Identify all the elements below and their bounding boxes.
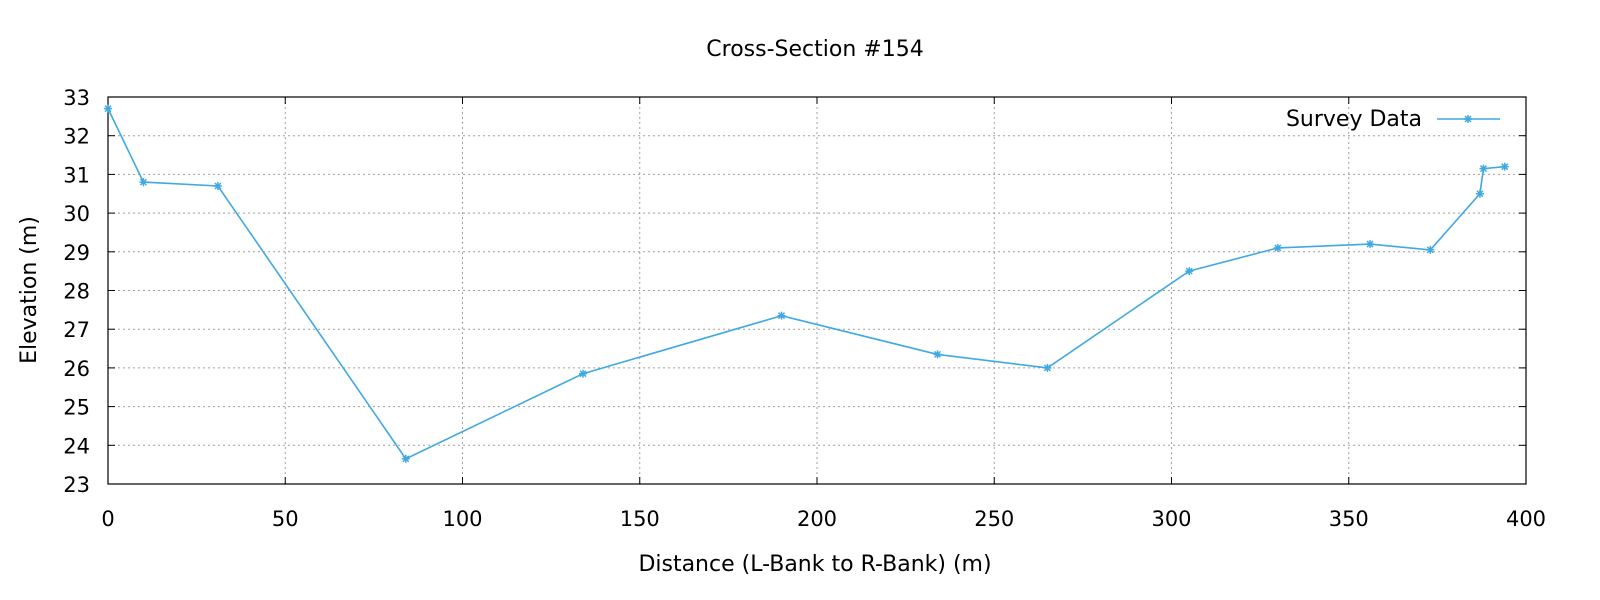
data-point [1500, 162, 1509, 171]
y-tick-label: 26 [63, 357, 90, 381]
data-point [1475, 189, 1484, 198]
x-tick-label: 150 [620, 507, 660, 531]
y-tick-label: 31 [63, 163, 90, 187]
y-tick-label: 25 [63, 396, 90, 420]
data-point [1479, 164, 1488, 173]
x-tick-label: 100 [442, 507, 482, 531]
data-point [1273, 243, 1282, 252]
y-tick-label: 29 [63, 241, 90, 265]
y-tick-label: 33 [63, 86, 90, 110]
y-tick-label: 23 [63, 473, 90, 497]
data-point [1426, 245, 1435, 254]
data-point [104, 104, 112, 113]
data-point [933, 350, 942, 359]
chart-title: Cross-Section #154 [706, 37, 923, 62]
y-axis-label: Elevation (m) [17, 216, 42, 364]
x-tick-label: 400 [1506, 507, 1546, 531]
x-tick-label: 0 [101, 507, 114, 531]
x-tick-label: 200 [797, 507, 837, 531]
x-axis-label: Distance (L-Bank to R-Bank) (m) [638, 552, 991, 577]
legend-marker [1464, 115, 1472, 123]
x-tick-label: 250 [974, 507, 1014, 531]
x-tick-label: 300 [1151, 507, 1191, 531]
legend-label: Survey Data [1286, 107, 1422, 132]
x-axis-ticks: 0 50 100 150 200 250 300 350 400 [101, 97, 1546, 531]
data-point [579, 369, 588, 378]
data-point [777, 311, 786, 320]
y-tick-label: 30 [63, 202, 90, 226]
data-point [1366, 240, 1375, 249]
data-point [1043, 363, 1052, 372]
data-point [139, 178, 148, 187]
y-tick-label: 32 [63, 125, 90, 149]
plot-frame [107, 96, 1527, 485]
data-point [213, 182, 222, 191]
y-tick-label: 28 [63, 280, 90, 304]
legend-marker-glyph [1464, 115, 1472, 123]
data-point [401, 454, 410, 463]
y-axis-ticks: 23 24 25 26 27 28 29 30 31 32 33 [63, 86, 1526, 497]
data-point [1185, 267, 1194, 276]
grid-lines [108, 97, 1526, 484]
y-tick-label: 24 [63, 434, 90, 458]
series-survey-data [104, 104, 1509, 463]
y-tick-label: 27 [63, 318, 90, 342]
legend: Survey Data [1286, 107, 1500, 132]
x-tick-label: 350 [1329, 507, 1369, 531]
x-tick-label: 50 [272, 507, 299, 531]
